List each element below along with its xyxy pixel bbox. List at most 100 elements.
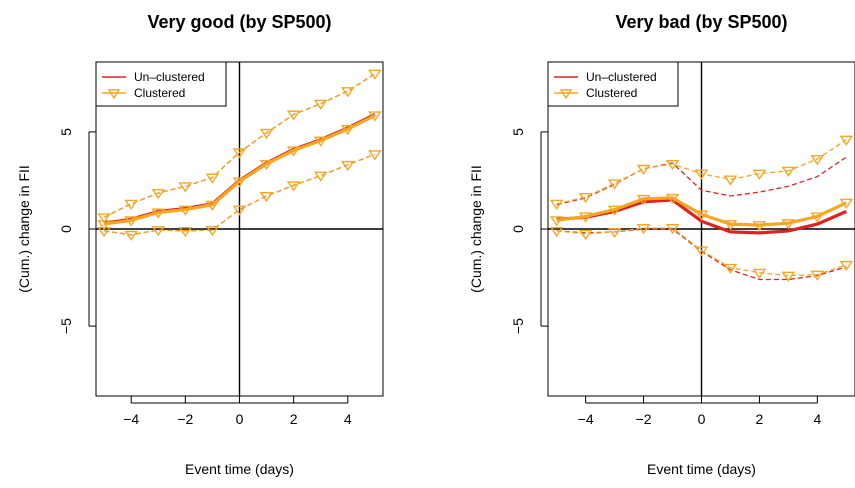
- data-point-lower-ci-10: [839, 260, 854, 272]
- data-point-upper-ci-8: [313, 99, 328, 110]
- data-point-estimate-10: [839, 198, 854, 209]
- data-point-upper-ci-10: [839, 135, 854, 146]
- legend: Un–clustered Clustered: [547, 61, 679, 107]
- data-point-lower-ci-7: [286, 181, 301, 192]
- data-point-estimate-8: [781, 219, 796, 230]
- chart-panel-2: Very bad (by SP500) −4 −2 0 2 4 −5 0 5 Event time…: [468, 12, 855, 477]
- data-point-lower-ci-9: [810, 270, 825, 281]
- data-point-estimate-0: [97, 220, 111, 231]
- data-point-estimate-3: [178, 205, 193, 216]
- series-line-5-clustered-upper-ci: [556, 139, 847, 205]
- data-point-upper-ci-0: [549, 199, 564, 210]
- legend: Un–clustered Clustered: [95, 61, 227, 107]
- chart-panel-1: Very good (by SP500) −4 −2 0 2 4 −5 0 5 Event tim…: [16, 12, 384, 477]
- data-point-estimate-1: [124, 216, 139, 227]
- data-point-lower-ci-0: [97, 226, 111, 238]
- series-line-4-clustered-estimate: [556, 196, 847, 227]
- data-point-upper-ci-9: [340, 87, 355, 98]
- data-point-lower-ci-4: [665, 224, 680, 235]
- data-point-lower-ci-0: [549, 226, 564, 238]
- data-point-estimate-5: [694, 210, 709, 221]
- y-tick-label: 5: [510, 128, 526, 136]
- x-tick-label: −2: [177, 411, 193, 427]
- x-tick-label: 0: [698, 411, 706, 427]
- data-point-estimate-7: [752, 221, 767, 232]
- data-point-upper-ci-5: [694, 169, 709, 180]
- y-tick-label: −5: [510, 318, 526, 334]
- data-point-estimate-8: [313, 136, 328, 147]
- data-point-upper-ci-7: [286, 110, 301, 121]
- data-point-lower-ci-2: [151, 225, 166, 237]
- legend-label-1: Un–clustered: [134, 70, 205, 84]
- data-point-upper-ci-1: [578, 192, 593, 204]
- data-point-estimate-10: [368, 111, 382, 122]
- data-point-lower-ci-6: [723, 263, 738, 275]
- data-point-upper-ci-2: [151, 189, 166, 200]
- data-point-lower-ci-6: [259, 191, 274, 203]
- data-point-upper-ci-3: [636, 164, 651, 176]
- data-point-upper-ci-5: [232, 148, 247, 159]
- legend-label-2: Clustered: [134, 86, 185, 100]
- data-point-upper-ci-6: [259, 128, 274, 140]
- data-point-estimate-9: [340, 124, 355, 136]
- data-point-estimate-4: [205, 200, 220, 211]
- legend-label-2: Clustered: [586, 86, 637, 100]
- data-point-estimate-4: [665, 193, 680, 205]
- legend-box: [547, 61, 679, 107]
- x-tick-label: 2: [290, 411, 298, 427]
- series-line-6-clustered-lower-ci: [104, 153, 376, 236]
- x-tick-label: 0: [236, 411, 244, 427]
- data-point-upper-ci-2: [607, 179, 622, 190]
- data-point-estimate-7: [286, 146, 301, 157]
- data-point-lower-ci-10: [368, 150, 382, 161]
- data-point-estimate-2: [151, 208, 166, 219]
- data-point-lower-ci-2: [607, 227, 622, 239]
- y-tick-label: 0: [58, 225, 74, 233]
- series-line-2-unclustered-upper-ci: [556, 156, 847, 206]
- data-point-upper-ci-10: [368, 69, 382, 80]
- x-tick-label: −2: [636, 411, 652, 427]
- data-point-estimate-9: [810, 212, 825, 223]
- series-group: [97, 69, 382, 242]
- data-point-upper-ci-4: [665, 159, 680, 171]
- data-point-upper-ci-8: [781, 166, 796, 177]
- data-point-estimate-1: [578, 212, 593, 223]
- data-point-estimate-2: [607, 205, 622, 216]
- data-point-lower-ci-7: [752, 268, 767, 279]
- data-point-upper-ci-0: [97, 213, 111, 224]
- chart-title: Very bad (by SP500): [615, 12, 787, 32]
- x-tick-label: −4: [123, 411, 139, 427]
- x-tick-label: 2: [756, 411, 764, 427]
- chart-title: Very good (by SP500): [147, 12, 331, 32]
- y-tick-label: −5: [58, 318, 74, 334]
- series-line-6-clustered-lower-ci: [556, 227, 847, 277]
- data-point-lower-ci-8: [313, 171, 328, 182]
- data-point-lower-ci-3: [178, 226, 193, 238]
- legend-marker-triangle-icon: [559, 89, 573, 100]
- legend-marker-triangle-icon: [107, 89, 121, 100]
- data-point-upper-ci-6: [723, 175, 738, 186]
- legend-box: [95, 61, 227, 107]
- y-axis-label: (Cum.) change in FII: [468, 165, 484, 293]
- data-point-lower-ci-8: [781, 271, 796, 282]
- data-point-lower-ci-1: [578, 229, 593, 241]
- data-point-estimate-0: [549, 216, 564, 227]
- y-tick-label: 0: [510, 225, 526, 233]
- x-tick-label: −4: [578, 411, 594, 427]
- series-group: [549, 135, 854, 282]
- data-point-upper-ci-1: [124, 199, 139, 210]
- y-tick-label: 5: [58, 128, 74, 136]
- y-axis-label: (Cum.) change in FII: [16, 165, 32, 293]
- data-point-estimate-3: [636, 194, 651, 206]
- data-point-estimate-6: [259, 159, 274, 171]
- data-point-upper-ci-3: [178, 182, 193, 193]
- legend-label-1: Un–clustered: [586, 70, 657, 84]
- data-point-upper-ci-7: [752, 169, 767, 180]
- x-axis-label: Event time (days): [647, 461, 756, 477]
- data-point-lower-ci-1: [124, 230, 139, 242]
- x-axis-label: Event time (days): [185, 461, 294, 477]
- series-line-5-clustered-upper-ci: [103, 73, 376, 218]
- x-tick-label: 4: [344, 411, 352, 427]
- data-point-upper-ci-4: [205, 173, 220, 184]
